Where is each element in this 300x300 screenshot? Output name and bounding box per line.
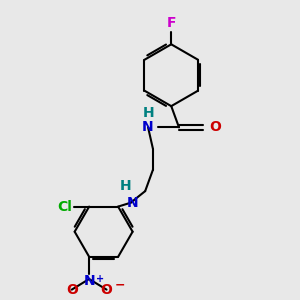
Text: Cl: Cl	[57, 200, 72, 214]
Text: O: O	[66, 283, 78, 297]
Text: H: H	[142, 106, 154, 120]
Text: N: N	[142, 120, 154, 134]
Text: N: N	[83, 274, 95, 288]
Text: +: +	[96, 274, 104, 284]
Text: F: F	[167, 16, 176, 30]
Text: O: O	[209, 120, 221, 134]
Text: N: N	[127, 196, 138, 210]
Text: O: O	[100, 283, 112, 297]
Text: −: −	[114, 278, 125, 291]
Text: H: H	[120, 179, 132, 193]
